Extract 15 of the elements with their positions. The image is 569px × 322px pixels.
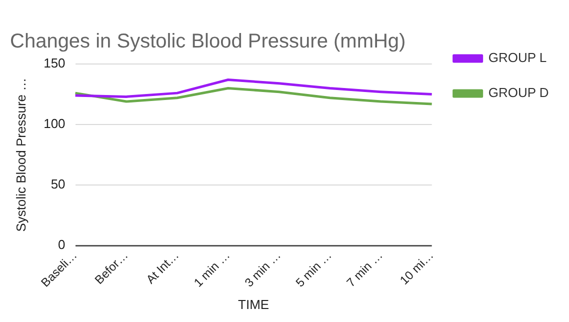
y-tick-label: 50 — [50, 176, 66, 192]
x-tick-label: At Int… — [143, 248, 182, 286]
x-tick-label: 5 min … — [292, 248, 334, 290]
y-tick-label: 100 — [44, 116, 66, 132]
legend-label: GROUP D — [488, 85, 549, 100]
x-tick-label: 7 min … — [344, 248, 386, 290]
y-axis-title: Systolic Blood Pressure … — [13, 78, 28, 232]
chart-title: Changes in Systolic Blood Pressure (mmHg) — [10, 30, 406, 53]
x-tick-label: 1 min … — [191, 248, 233, 290]
x-axis-title: TIME — [238, 296, 270, 312]
x-tick-label: 3 min … — [242, 248, 284, 290]
legend-label: GROUP L — [488, 50, 547, 66]
y-tick-label: 0 — [58, 237, 66, 252]
x-tick-label: 10 mi… — [397, 248, 436, 288]
y-tick-label: 150 — [44, 56, 66, 71]
